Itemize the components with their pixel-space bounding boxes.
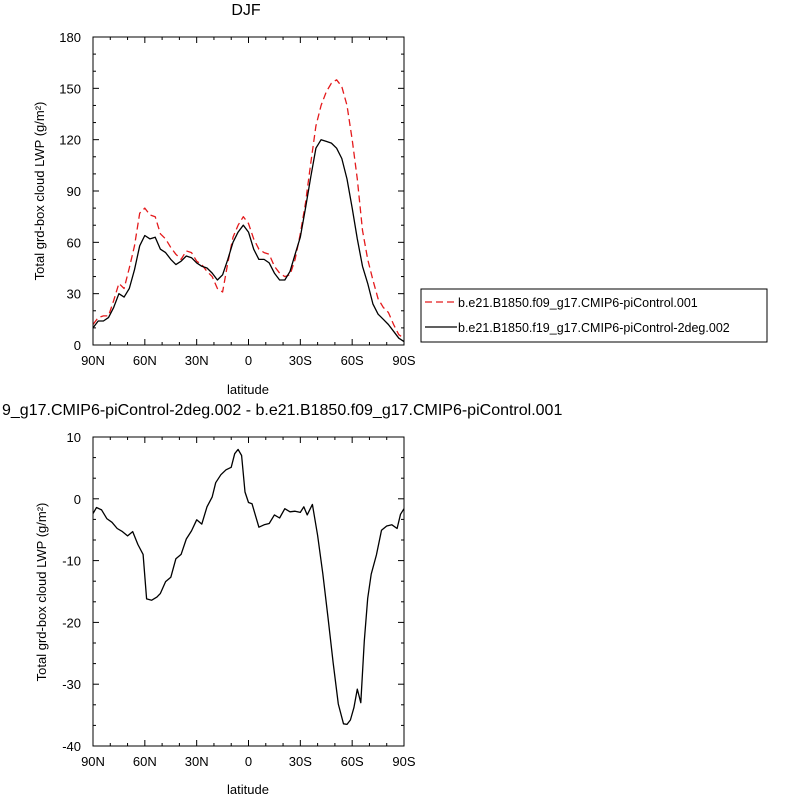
bottom-chart-frame [92,436,405,747]
y-tick-label: 30 [67,287,81,302]
top-chart-ylabel: Total grd-box cloud LWP (g/m²) [32,102,47,281]
panel-bottom-chart: 9_g17.CMIP6-piControl-2deg.002 - b.e21.B… [2,402,562,797]
y-tick-label: 120 [59,133,81,148]
y-tick-label: -10 [62,554,81,569]
bottom-chart-ticks: 90N 60N 30N 0 30S 60S 90S -40 -30 -20 -10 0 10 [62,430,416,769]
legend-box [420,288,768,343]
bottom-chart-series [92,448,405,726]
top-chart-frame [92,36,405,346]
series-line-2 [92,139,405,343]
y-tick-label: 90 [67,184,81,199]
x-tick-label: 60S [341,353,364,368]
x-tick-label: 30N [185,353,209,368]
x-tick-label: 0 [245,353,252,368]
y-tick-label: 0 [74,492,81,507]
top-chart-ticks: 90N 60N 30N 0 30S 60S 90S 0 30 60 90 120 150 180 [59,30,416,368]
x-tick-label: 60N [133,754,157,769]
top-chart-xlabel: latitude [227,382,269,397]
y-tick-label: 150 [59,81,81,96]
x-tick-label: 60N [133,353,157,368]
y-tick-label: 60 [67,235,81,250]
bottom-chart-ylabel: Total grd-box cloud LWP (g/m²) [34,503,49,682]
y-tick-label: 10 [67,430,81,445]
x-tick-label: 30S [289,754,312,769]
top-chart-series [92,79,405,343]
x-tick-label: 90N [81,353,105,368]
x-tick-label: 0 [245,754,252,769]
x-tick-label: 30S [289,353,312,368]
y-tick-label: 180 [59,30,81,45]
legend-entry-1: b.e21.B1850.f09_g17.CMIP6-piControl.001 [458,296,698,310]
x-tick-label: 90N [81,754,105,769]
y-tick-label: -20 [62,615,81,630]
bottom-chart-xlabel: latitude [227,782,269,797]
x-tick-label: 90S [392,754,415,769]
y-tick-label: -30 [62,677,81,692]
bottom-chart-title: 9_g17.CMIP6-piControl-2deg.002 - b.e21.B… [2,402,562,419]
panel-top-chart: DJF Total grd-box cloud LWP (g/m²) latit… [32,2,416,397]
x-tick-label: 30N [185,754,209,769]
y-tick-label: -40 [62,739,81,754]
series-line-1 [92,448,405,726]
x-tick-label: 90S [392,353,415,368]
y-tick-label: 0 [74,338,81,353]
legend-entry-2: b.e21.B1850.f19_g17.CMIP6-piControl-2deg… [458,321,730,335]
legend: b.e21.B1850.f09_g17.CMIP6-piControl.001 … [420,288,768,343]
x-tick-label: 60S [341,754,364,769]
top-chart-title: DJF [231,2,261,19]
series-line-1 [92,79,405,339]
